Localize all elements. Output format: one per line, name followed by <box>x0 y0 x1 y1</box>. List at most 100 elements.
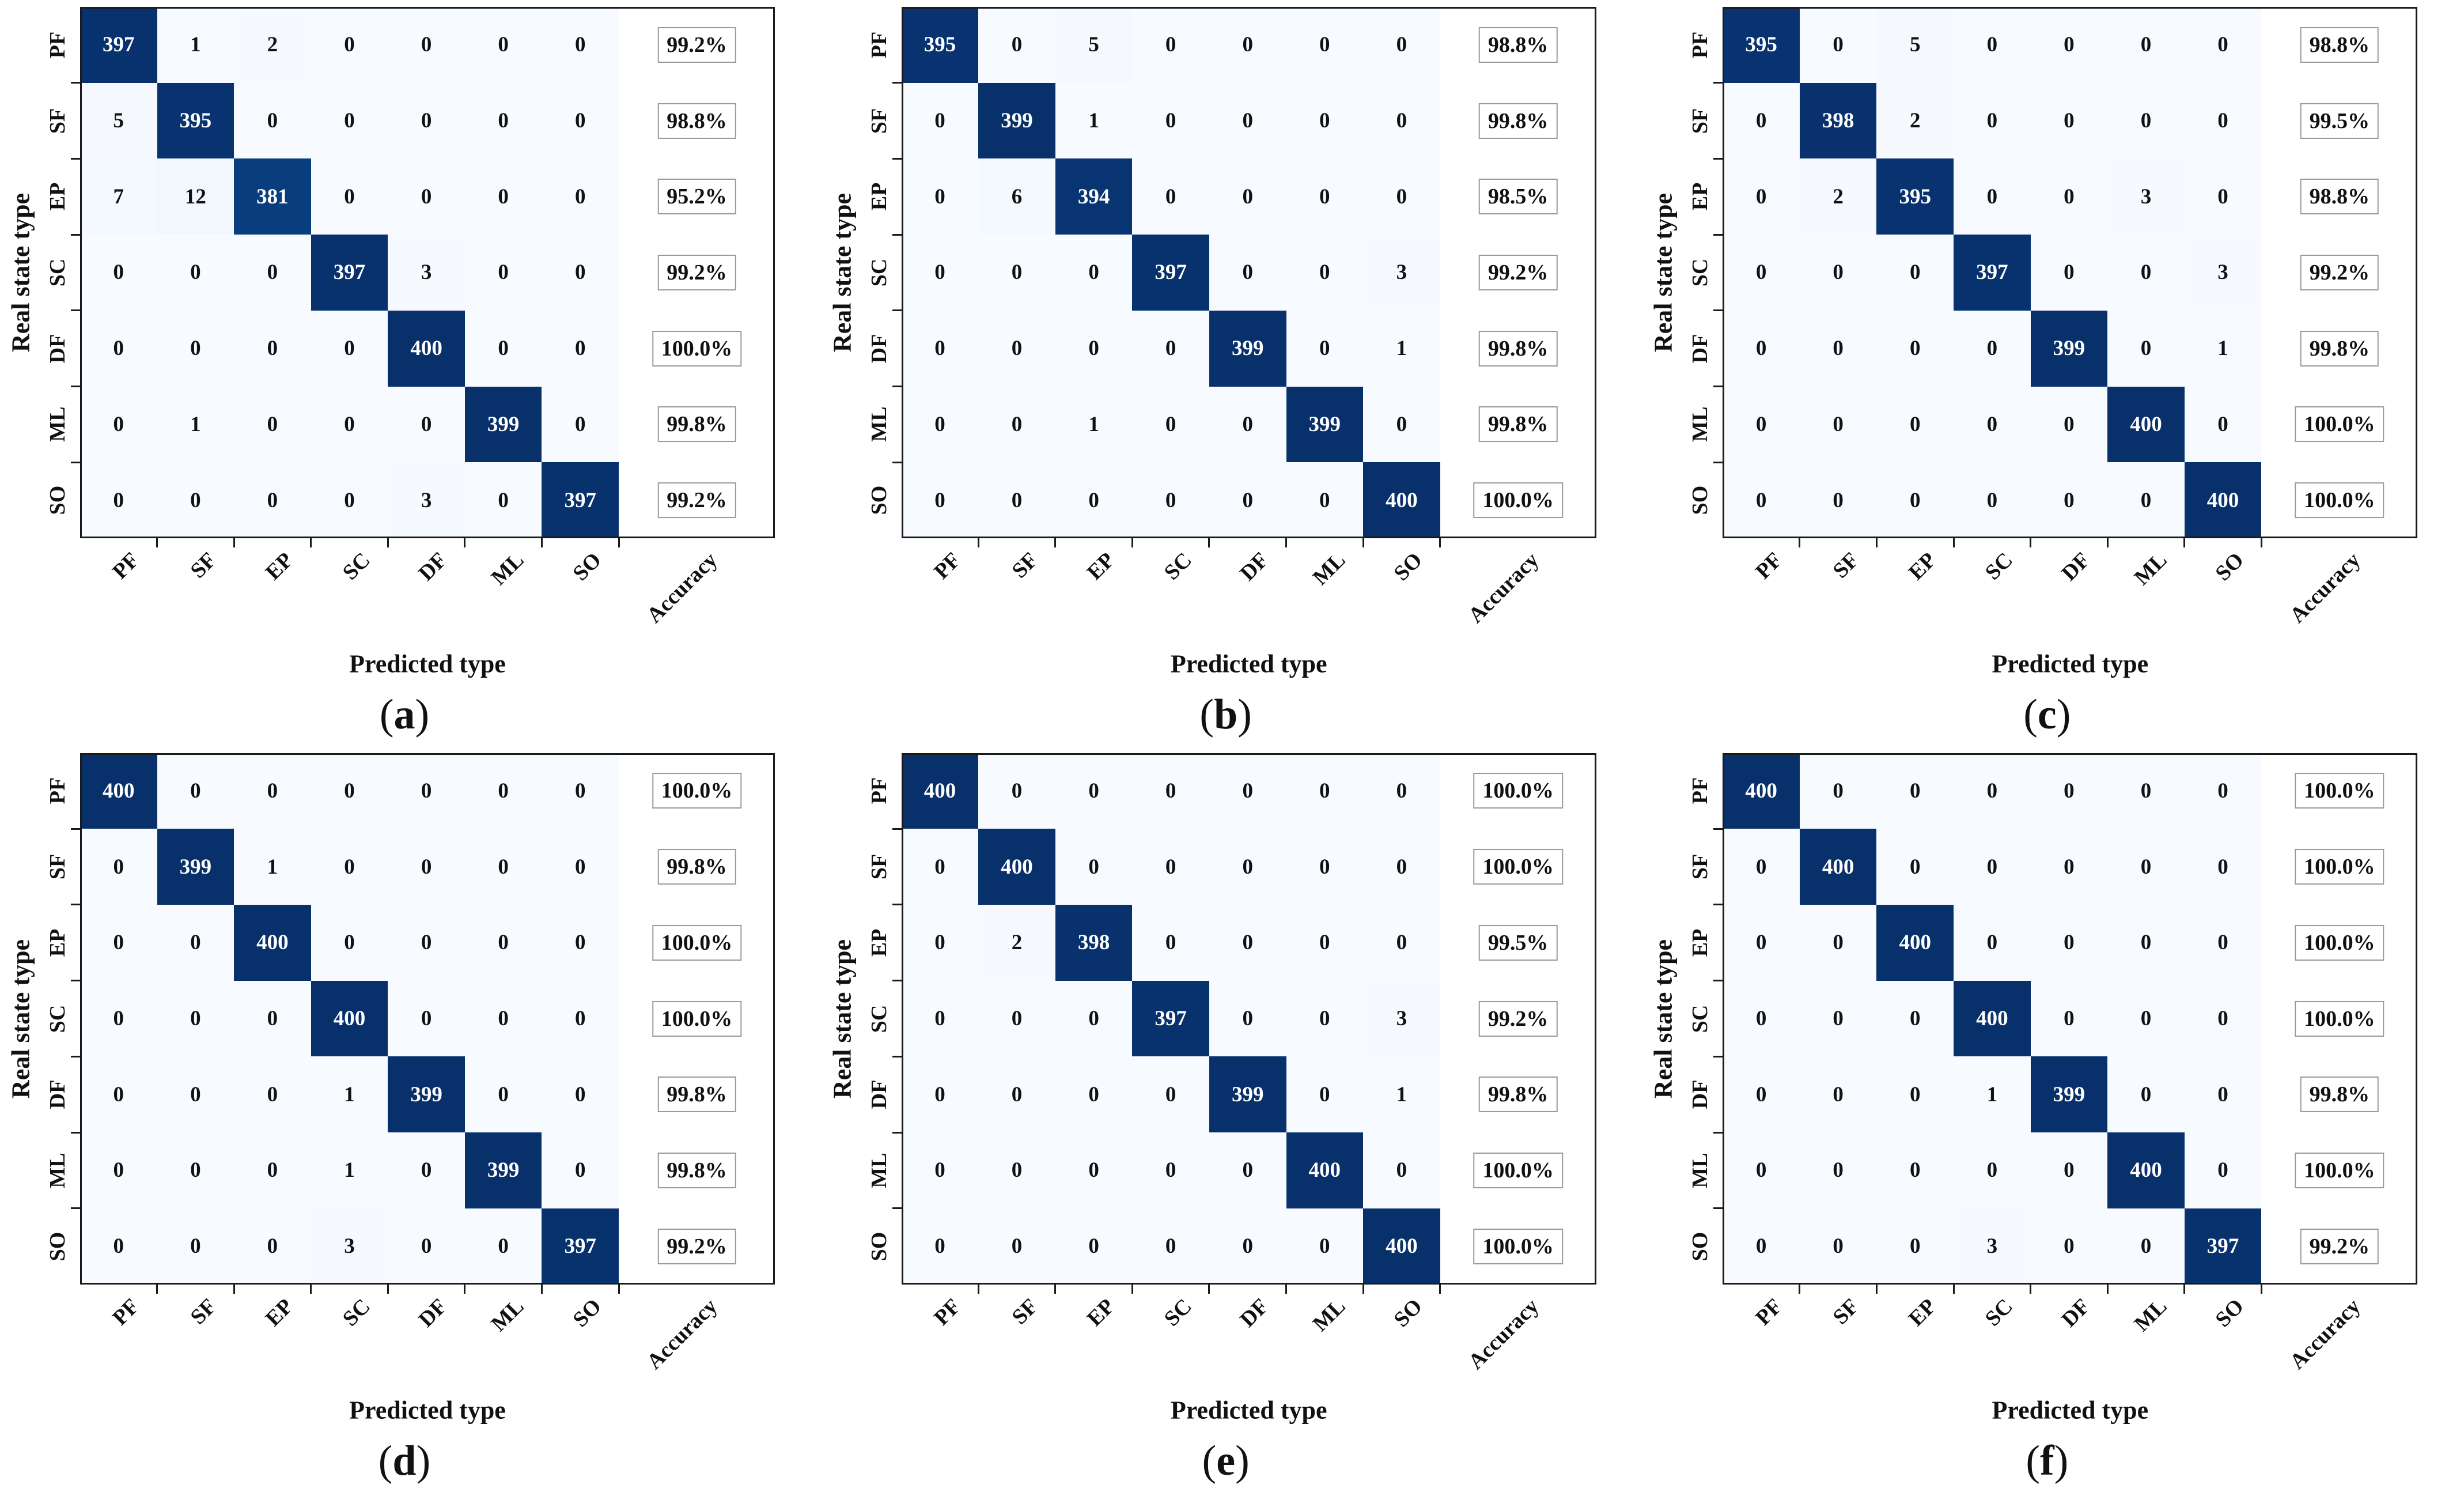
matrix-cell: 0 <box>901 1056 979 1133</box>
matrix-cell: 0 <box>901 235 979 311</box>
y-tick-label: SO <box>866 1232 891 1261</box>
matrix-cell: 0 <box>1209 1132 1286 1208</box>
matrix-cell: 0 <box>464 7 542 83</box>
matrix-cell: 0 <box>234 753 311 829</box>
matrix-cell: 0 <box>978 310 1055 387</box>
matrix-cell: 0 <box>2107 1056 2185 1133</box>
matrix-cell: 0 <box>978 1056 1055 1133</box>
matrix-cell: 0 <box>2030 7 2108 83</box>
matrix-cell: 0 <box>2107 462 2185 538</box>
y-tick-mark <box>892 828 902 830</box>
x-tick-mark <box>1054 1284 1057 1294</box>
accuracy-box: 99.2% <box>657 27 736 63</box>
matrix-cell: 0 <box>157 310 234 387</box>
matrix-cell: 0 <box>157 904 234 981</box>
x-tick-mark <box>1131 1284 1133 1294</box>
matrix-cell: 0 <box>464 235 542 311</box>
accuracy-box: 99.2% <box>657 255 736 290</box>
matrix-cell: 0 <box>901 980 979 1057</box>
matrix-cell: 3 <box>1363 235 1440 311</box>
y-tick-mark <box>892 1131 902 1134</box>
y-tick-label: DF <box>866 334 891 364</box>
x-tick-label: DF <box>1235 547 1274 586</box>
y-tick-mark <box>1713 1131 1723 1134</box>
matrix-cell: 0 <box>1363 1132 1440 1208</box>
confusion-matrix-panel-c: 395 0 5 0 0 0 0 0 398 2 0 0 0 0 0 2 395 0 0 3 0 0 0 0 397 0 0 3 0 0 0 0… <box>1642 0 2464 746</box>
y-tick-mark <box>892 1055 902 1057</box>
x-tick-mark <box>1208 538 1210 547</box>
matrix-cell: 395 <box>1876 158 1954 235</box>
accuracy-box: 99.2% <box>1478 255 1558 290</box>
matrix-cell: 0 <box>1363 386 1440 463</box>
x-tick-label: SO <box>2211 547 2249 586</box>
y-tick-label: SF <box>46 108 70 134</box>
x-tick-label: SO <box>567 1294 606 1332</box>
matrix-cell: 0 <box>2107 980 2185 1057</box>
x-tick-mark <box>464 1284 466 1294</box>
matrix-cell: 0 <box>1055 829 1133 905</box>
matrix-cell: 0 <box>1132 1132 1209 1208</box>
matrix-cell: 0 <box>1876 235 1954 311</box>
matrix-cell: 0 <box>542 980 619 1057</box>
x-tick-mark <box>618 538 620 547</box>
y-tick-mark <box>71 904 80 906</box>
matrix-cell: 0 <box>1954 310 2031 387</box>
matrix-cell: 1 <box>1363 310 1440 387</box>
matrix-cell: 0 <box>388 7 465 83</box>
y-tick-label: SF <box>46 853 70 880</box>
accuracy-box: 100.0% <box>2295 849 2384 885</box>
x-tick-mark <box>2183 538 2186 547</box>
matrix-cell: 2 <box>1799 158 1877 235</box>
x-tick-label: PF <box>1750 1294 1787 1330</box>
x-tick-mark <box>1362 538 1364 547</box>
x-tick-label: DF <box>2057 1294 2095 1332</box>
x-axis-title: Predicted type <box>1992 1396 2149 1424</box>
matrix-cell: 0 <box>901 158 979 235</box>
x-tick-label: SO <box>2211 1294 2249 1332</box>
matrix-cell: 0 <box>1286 829 1364 905</box>
matrix-cell: 0 <box>1799 7 1877 83</box>
matrix-cell: 0 <box>1209 462 1286 538</box>
accuracy-box: 99.2% <box>2300 1228 2379 1264</box>
x-axis-title: Predicted type <box>349 649 506 678</box>
y-tick-label: ML <box>866 406 891 443</box>
matrix-cell: 0 <box>542 904 619 981</box>
matrix-cell: 397 <box>2184 1208 2262 1285</box>
y-tick-label: ML <box>1688 406 1713 443</box>
accuracy-box: 99.5% <box>2300 103 2379 139</box>
matrix-cell: 0 <box>1876 753 1954 829</box>
matrix-cell: 0 <box>1799 1208 1877 1285</box>
matrix-cell: 0 <box>978 386 1055 463</box>
matrix-cell: 399 <box>1209 310 1286 387</box>
matrix-cell: 0 <box>542 82 619 159</box>
matrix-cell: 0 <box>1363 82 1440 159</box>
matrix-cell: 0 <box>901 904 979 981</box>
x-tick-mark <box>1875 1284 1878 1294</box>
x-tick-label: DF <box>2057 547 2095 586</box>
x-tick-mark <box>977 1284 979 1294</box>
matrix-cell: 0 <box>1132 753 1209 829</box>
matrix-cell: 0 <box>1286 462 1364 538</box>
x-tick-mark <box>1799 1284 1801 1294</box>
matrix-cell: 0 <box>388 1208 465 1285</box>
matrix-cell: 397 <box>1954 235 2031 311</box>
matrix-cell: 0 <box>901 829 979 905</box>
matrix-cell: 0 <box>234 1208 311 1285</box>
matrix-cell: 398 <box>1055 904 1133 981</box>
x-tick-mark <box>2106 538 2109 547</box>
matrix-cell: 0 <box>311 386 388 463</box>
matrix-cell: 0 <box>1055 753 1133 829</box>
x-tick-label: EP <box>1082 1294 1119 1331</box>
panel-caption: (b) <box>1199 693 1251 736</box>
matrix-cell: 0 <box>388 980 465 1057</box>
x-tick-label: SC <box>1159 1294 1197 1331</box>
matrix-cell: 0 <box>1132 7 1209 83</box>
matrix-cell: 0 <box>1132 1208 1209 1285</box>
matrix-cell: 0 <box>464 829 542 905</box>
x-tick-mark <box>2260 1284 2262 1294</box>
x-tick-label: SC <box>338 1294 375 1331</box>
matrix-cell: 0 <box>542 829 619 905</box>
y-tick-mark <box>892 1207 902 1210</box>
matrix-cell: 0 <box>388 753 465 829</box>
